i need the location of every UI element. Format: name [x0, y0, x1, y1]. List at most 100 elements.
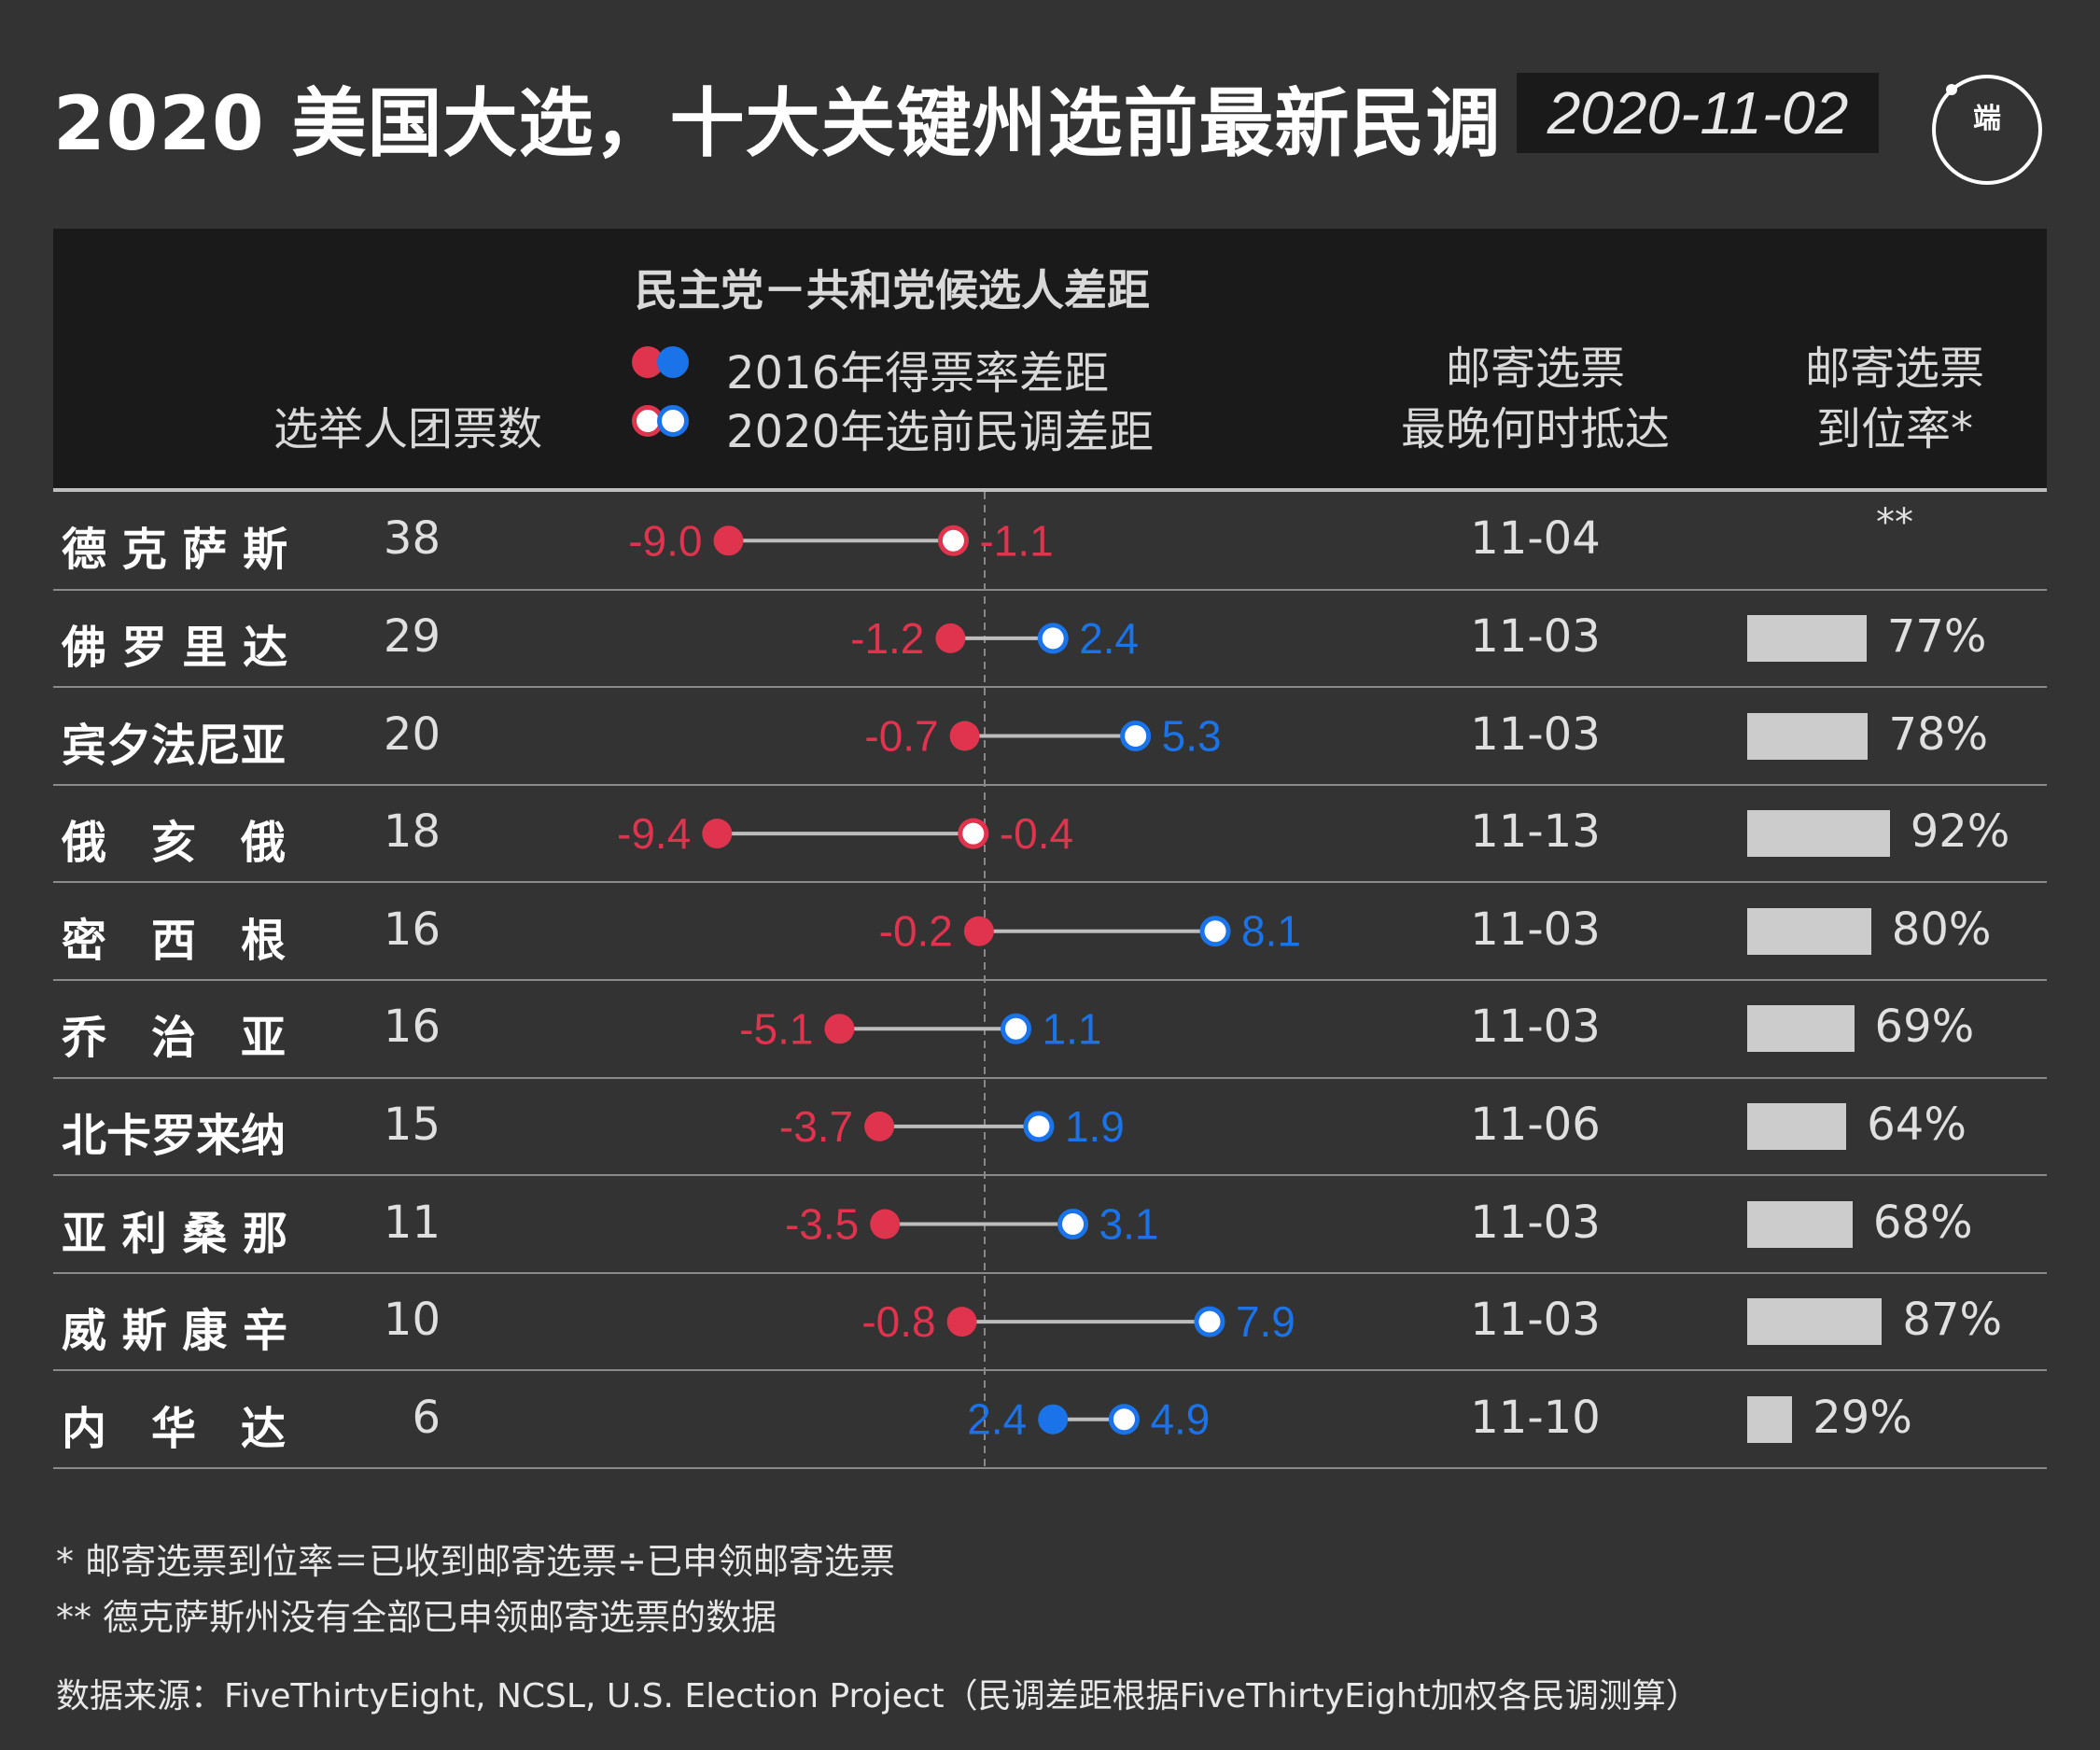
state-name: 佛 罗 里 达	[62, 621, 288, 674]
point-2020	[1001, 1013, 1032, 1044]
state-name: 德 克 萨 斯	[62, 524, 288, 577]
row-divider	[53, 1076, 2047, 1079]
label-2016: -0.2	[879, 907, 953, 956]
arrival-percent: 29%	[1813, 1391, 1912, 1444]
mail-deadline: 11-03	[1470, 1001, 1601, 1054]
page-title: 2020 美国大选，十大关键州选前最新民调	[53, 80, 1502, 167]
label-2016: -0.8	[861, 1297, 935, 1346]
legend-2016-blue-dot-icon	[657, 346, 689, 378]
point-2016	[1038, 1404, 1069, 1435]
label-2016: -3.5	[785, 1200, 859, 1249]
point-2020	[1037, 623, 1069, 654]
arrival-percent: 64%	[1867, 1098, 1967, 1151]
arrival-bar	[1747, 1005, 1855, 1053]
arrival-bar	[1747, 907, 1871, 955]
footnote-1: * 邮寄选票到位率＝已收到邮寄选票÷已申领邮寄选票	[56, 1541, 895, 1582]
publisher-logo: 端	[1932, 75, 2042, 185]
point-2016	[963, 916, 994, 946]
label-2020: 3.1	[1099, 1200, 1159, 1249]
label-2016: -1.2	[850, 614, 924, 663]
label-2016: 2.4	[967, 1395, 1027, 1444]
state-name: 威 斯 康 辛	[62, 1305, 288, 1358]
label-2016: -0.7	[864, 712, 938, 761]
arrival-bar	[1747, 1298, 1883, 1346]
label-2020: 1.9	[1065, 1102, 1125, 1151]
electoral-votes: 29	[383, 609, 441, 663]
label-2020: 4.9	[1150, 1395, 1210, 1444]
mail-deadline: 11-03	[1470, 1196, 1601, 1249]
electoral-votes: 15	[383, 1098, 441, 1151]
state-name: 乔 治 亚	[62, 1012, 287, 1065]
arrival-percent: 77%	[1886, 609, 1987, 663]
state-name: 北卡罗来纳	[62, 1109, 287, 1162]
row-divider	[53, 686, 2047, 689]
row-divider	[53, 1174, 2047, 1177]
point-2020	[1057, 1209, 1089, 1239]
label-2020: -1.1	[979, 516, 1053, 565]
mail-deadline: 11-03	[1470, 903, 1601, 956]
arrival-bar	[1747, 1102, 1847, 1150]
date-badge: 2020-11-02	[1517, 73, 1879, 153]
state-name: 内 华 达	[62, 1402, 287, 1455]
header-arrival-line2: 到位率*	[1815, 403, 1973, 455]
row-divider	[53, 979, 2047, 981]
mail-deadline: 11-06	[1470, 1098, 1601, 1151]
row-divider	[53, 1369, 2047, 1372]
logo-glyph: 端	[1973, 103, 2001, 135]
arrival-bar	[1747, 810, 1890, 858]
arrival-bar	[1747, 1395, 1793, 1443]
mail-deadline: 11-03	[1470, 1294, 1601, 1347]
header-margin-title: 民主党－共和党候选人差距	[635, 265, 1150, 315]
point-2016	[864, 1111, 895, 1141]
arrival-no-data: **	[1876, 501, 1913, 545]
mail-deadline: 11-03	[1470, 609, 1601, 663]
electoral-votes: 18	[383, 805, 441, 859]
point-2020	[937, 525, 969, 556]
label-2020: 8.1	[1241, 907, 1301, 956]
row-divider	[53, 1271, 2047, 1274]
electoral-votes: 20	[383, 707, 441, 761]
label-2016: -3.7	[779, 1102, 853, 1151]
arrival-bar	[1747, 614, 1867, 662]
electoral-votes: 16	[383, 903, 441, 956]
point-2020	[1199, 916, 1231, 947]
point-2020	[958, 818, 989, 849]
electoral-votes: 6	[412, 1391, 441, 1444]
arrival-percent: 92%	[1910, 805, 2010, 859]
row-divider	[53, 588, 2047, 591]
electoral-votes: 11	[383, 1196, 441, 1249]
arrival-percent: 69%	[1874, 1001, 1975, 1054]
state-name: 亚 利 桑 那	[62, 1207, 288, 1260]
point-2020	[1108, 1404, 1140, 1435]
arrival-percent: 80%	[1891, 903, 1992, 956]
label-2016: -9.4	[617, 809, 691, 858]
point-2016	[935, 623, 966, 653]
electoral-votes: 16	[383, 1001, 441, 1054]
point-2016	[824, 1014, 855, 1044]
point-2020	[1023, 1111, 1055, 1142]
arrival-bar	[1747, 712, 1869, 760]
mail-deadline: 11-13	[1470, 805, 1601, 859]
legend-2016-label: 2016年得票率差距	[726, 347, 1110, 399]
header-arrival-line1: 邮寄选票	[1804, 343, 1984, 395]
header-deadline-line2: 最晚何时抵达	[1400, 403, 1670, 455]
header-divider	[53, 488, 2047, 492]
label-2020: 1.1	[1043, 1004, 1102, 1053]
header-ev-label: 选举人团票数	[273, 403, 543, 455]
point-2016	[946, 1307, 977, 1337]
arrival-bar	[1747, 1200, 1853, 1248]
mail-deadline: 11-03	[1470, 707, 1601, 761]
arrival-percent: 87%	[1902, 1294, 2003, 1347]
point-2016	[702, 819, 733, 849]
label-2016: -9.0	[628, 516, 702, 565]
logo-dot-icon	[1946, 84, 1957, 95]
table-header	[53, 229, 2047, 488]
label-2020: 2.4	[1079, 614, 1139, 663]
row-divider	[53, 1467, 2047, 1469]
point-2016	[870, 1209, 901, 1239]
mail-deadline: 11-04	[1470, 512, 1601, 566]
electoral-votes: 38	[383, 512, 441, 566]
footnote-2: ** 德克萨斯州没有全部已申领邮寄选票的数据	[56, 1597, 777, 1638]
electoral-votes: 10	[383, 1294, 441, 1347]
